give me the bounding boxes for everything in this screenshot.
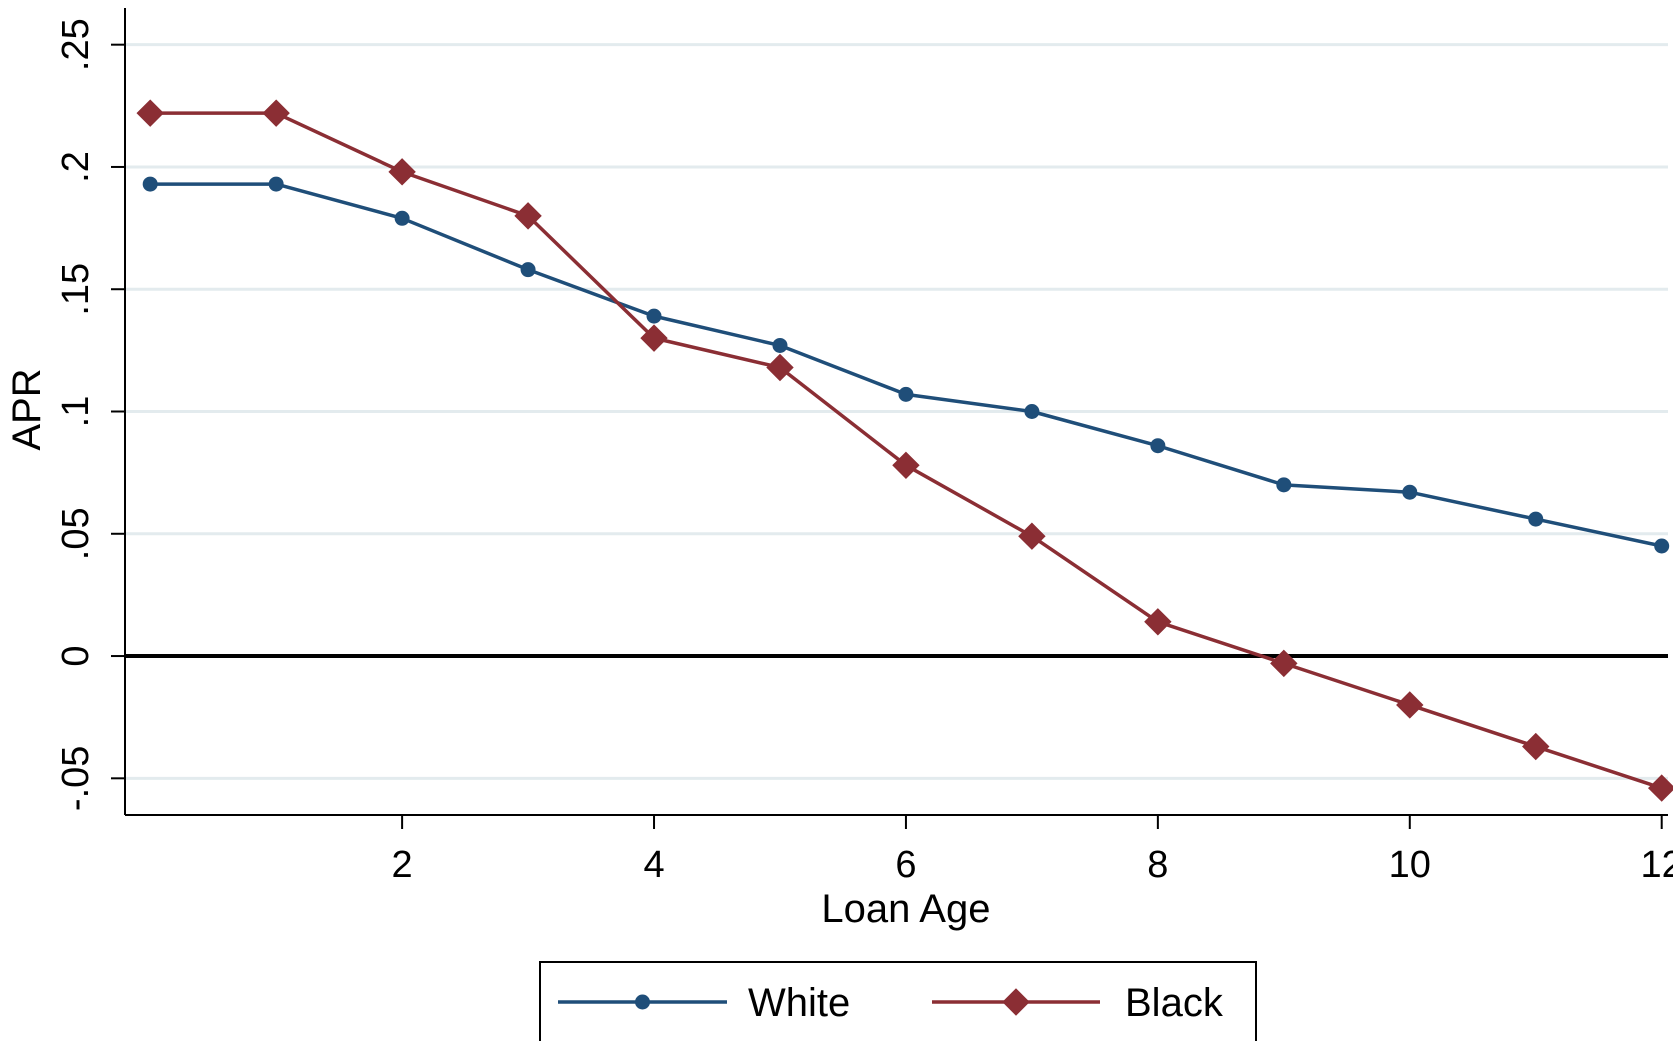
data-point-white <box>1150 438 1166 454</box>
data-point-white <box>268 176 284 192</box>
data-point-black <box>136 99 164 127</box>
x-tick-label: 4 <box>643 844 664 886</box>
y-tick-label: -.05 <box>55 746 97 811</box>
data-point-white <box>142 176 158 192</box>
data-point-white <box>898 386 914 402</box>
data-point-white <box>1654 538 1670 554</box>
data-point-white <box>646 308 662 324</box>
data-point-black <box>892 451 920 480</box>
legend-entry-black: Black <box>932 981 1224 1025</box>
y-tick-label: .1 <box>55 396 97 428</box>
data-point-black <box>388 158 416 186</box>
data-point-white <box>1528 511 1544 527</box>
legend: White Black <box>539 961 1257 1041</box>
data-point-black <box>262 99 290 127</box>
y-tick-label: .2 <box>55 151 97 183</box>
y-tick-label: 0 <box>55 645 97 666</box>
series-line-black <box>150 111 1663 790</box>
data-point-white <box>520 262 536 278</box>
data-point-black <box>1270 649 1298 678</box>
series-white <box>142 176 1670 554</box>
data-point-white <box>1276 477 1292 493</box>
x-axis-title: Loan Age <box>821 887 990 931</box>
data-point-black <box>1396 691 1424 719</box>
y-tick-label: .05 <box>55 507 97 560</box>
data-point-black <box>1018 522 1046 550</box>
series-black <box>136 99 1673 802</box>
series <box>136 99 1673 802</box>
legend-entry-white: White <box>558 981 850 1025</box>
x-tick-label: 8 <box>1147 844 1168 886</box>
y-tick-label: .25 <box>55 18 97 71</box>
x-tick-label: 2 <box>392 844 413 886</box>
data-point-black <box>640 324 668 352</box>
gridlines <box>125 43 1668 780</box>
y-axis-title: APR <box>5 368 49 450</box>
data-point-white <box>1024 404 1040 419</box>
data-point-white <box>394 210 410 226</box>
legend-marker <box>635 994 650 1010</box>
data-point-white <box>772 337 788 353</box>
data-point-black <box>1522 732 1550 761</box>
legend-marker <box>1002 988 1030 1016</box>
x-tick-label: 10 <box>1389 844 1431 886</box>
series-line-white <box>150 182 1663 548</box>
data-point-white <box>1402 484 1418 500</box>
data-point-black <box>766 353 794 382</box>
y-tick-label: .15 <box>55 263 97 316</box>
axes <box>111 8 1668 829</box>
x-tick-label: 12 <box>1641 844 1673 886</box>
data-point-black <box>514 202 542 230</box>
data-point-black <box>1144 608 1172 636</box>
legend-label: Black <box>1125 981 1224 1025</box>
tick-labels: -.05 0 .05 .1 .15 .2 .25 2 4 6 8 10 12 <box>55 18 1673 886</box>
x-tick-label: 6 <box>895 844 916 886</box>
data-point-black <box>1647 774 1673 802</box>
legend-label: White <box>748 981 850 1025</box>
